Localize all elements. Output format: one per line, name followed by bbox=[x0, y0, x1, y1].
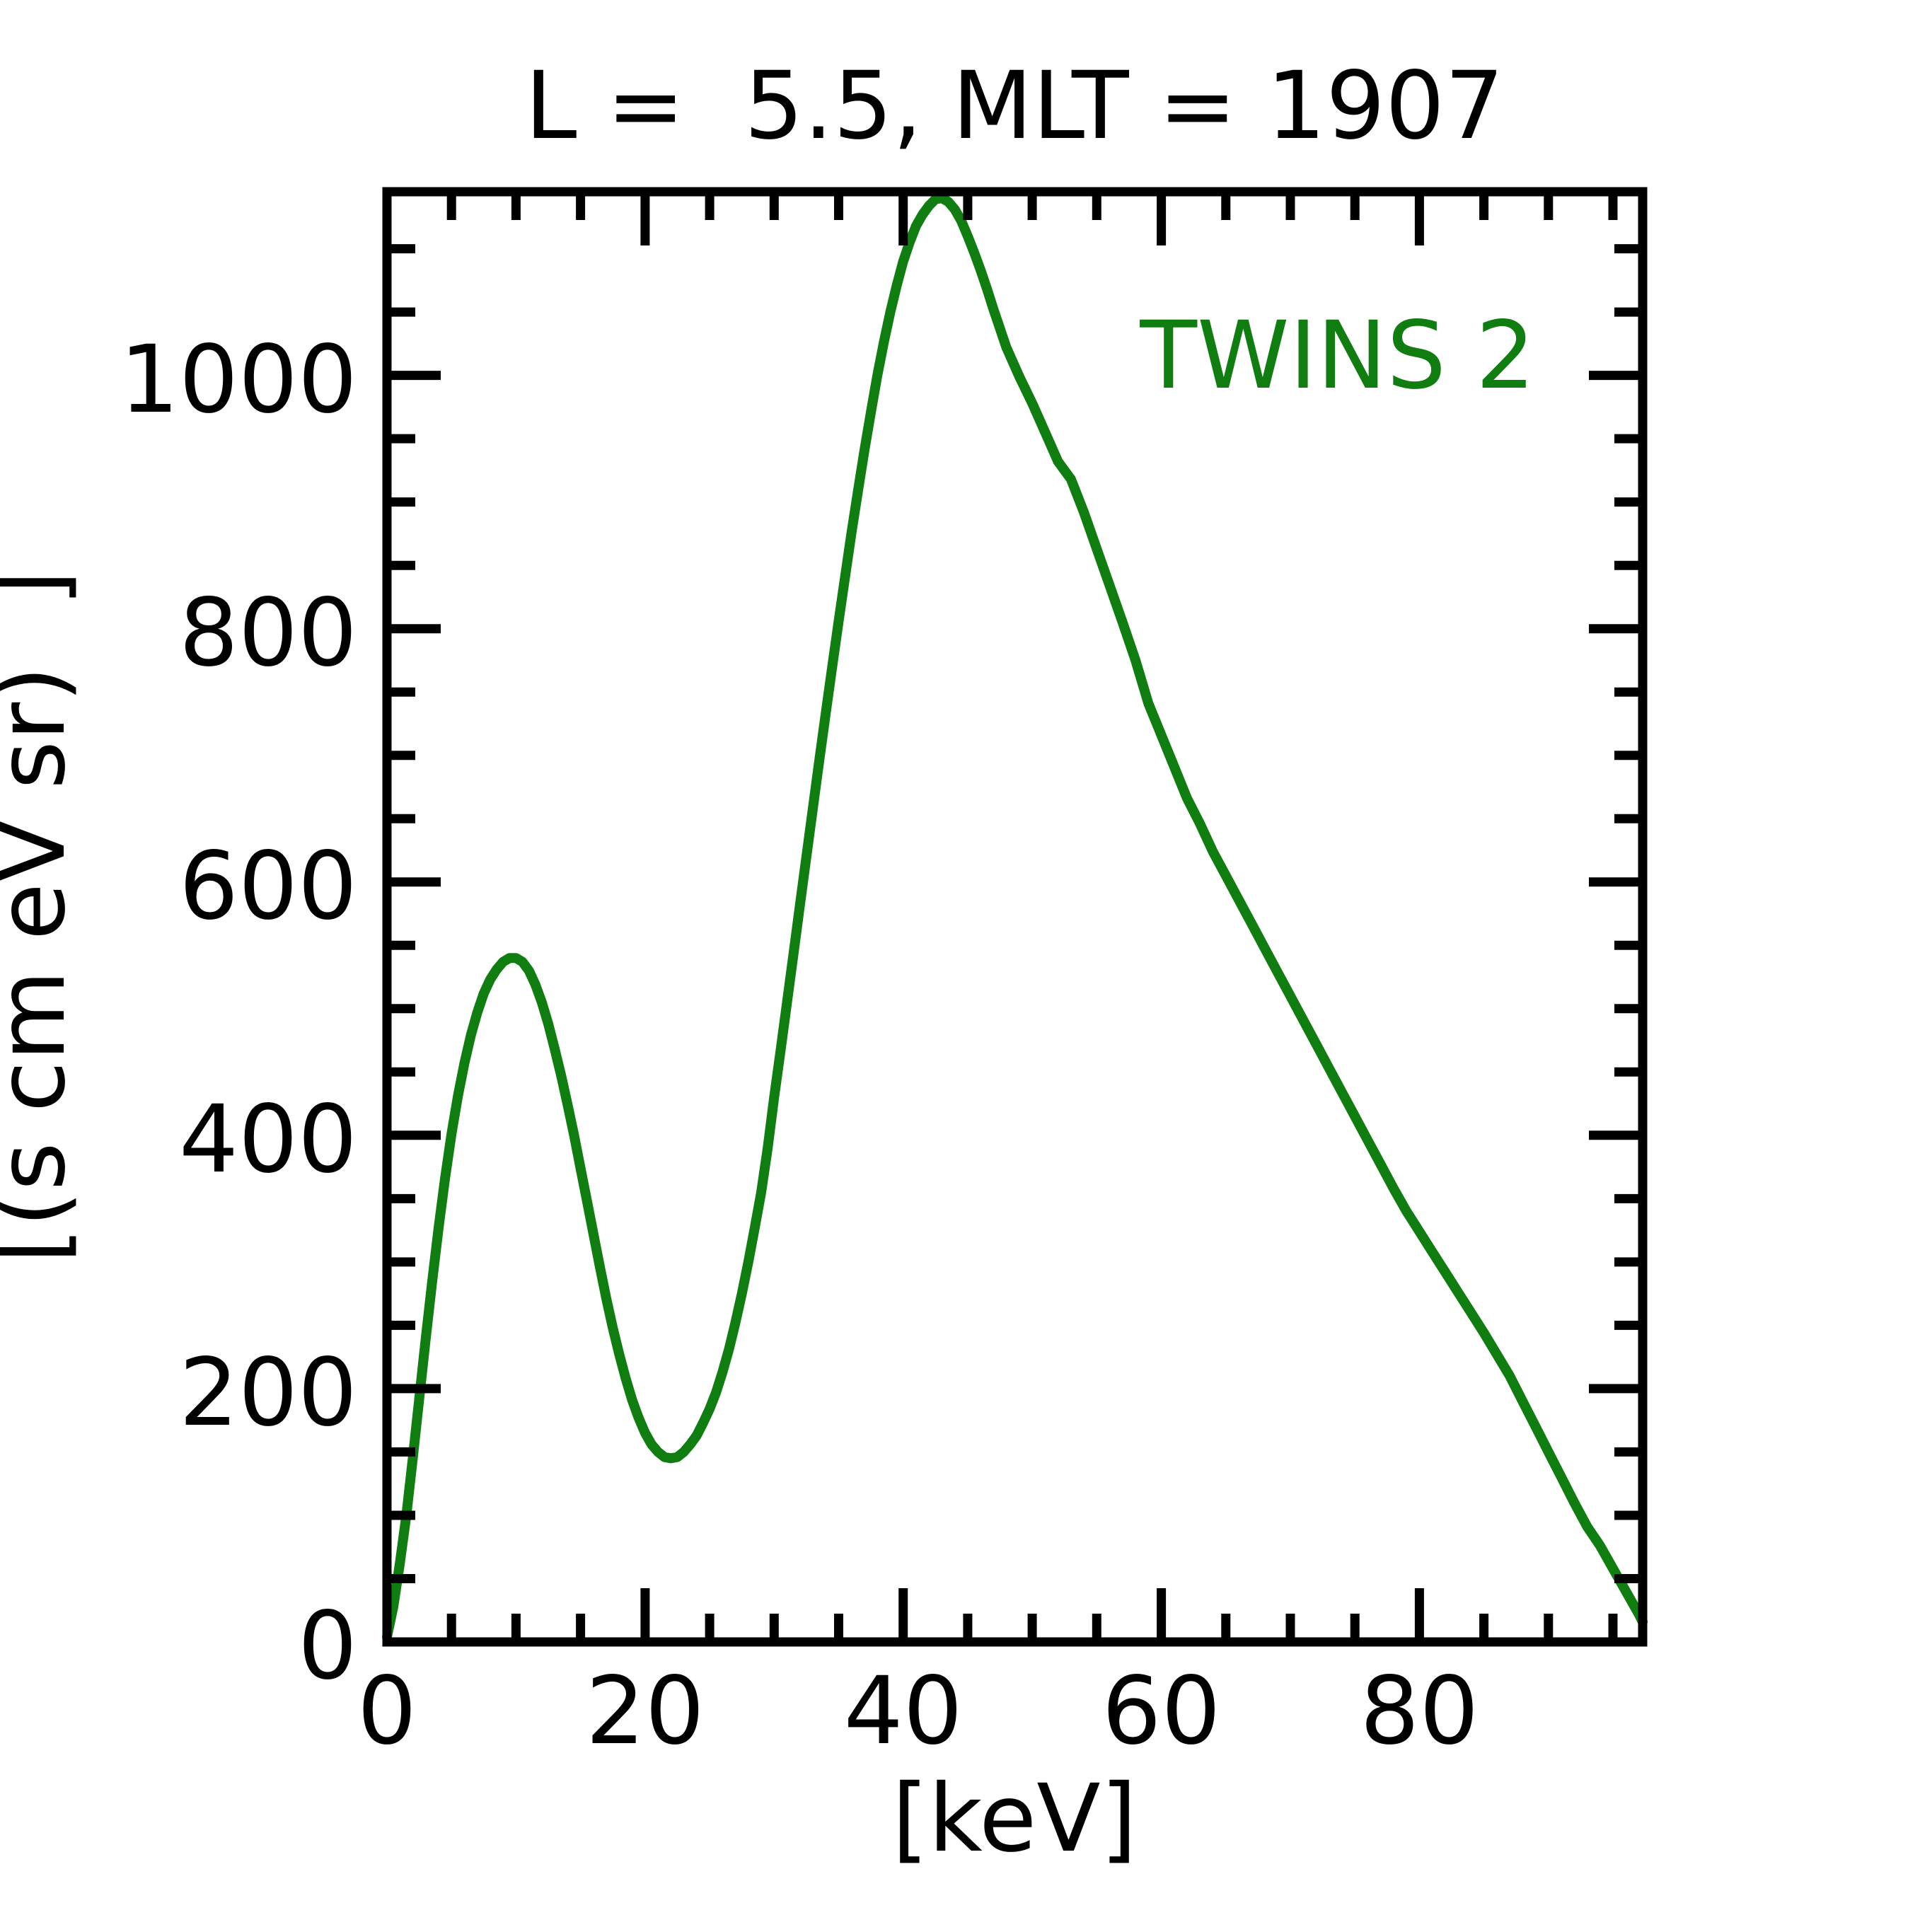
y-axis-label: [(s cm eV sr) ] bbox=[0, 570, 86, 1264]
y-tick-label: 600 bbox=[179, 831, 357, 941]
x-tick-label: 80 bbox=[1360, 1657, 1479, 1766]
legend-series-label: TWINS 2 bbox=[1140, 301, 1535, 410]
x-tick-label: 40 bbox=[843, 1657, 963, 1766]
y-tick-label: 0 bbox=[298, 1592, 357, 1701]
plot-frame bbox=[382, 187, 1648, 1647]
y-tick-label: 800 bbox=[179, 578, 357, 688]
y-tick-label: 1000 bbox=[120, 325, 357, 434]
y-tick-label: 400 bbox=[179, 1084, 357, 1194]
chart-title: L = 5.5, MLT = 1907 bbox=[524, 52, 1505, 161]
x-tick-label: 20 bbox=[585, 1657, 705, 1766]
x-axis-label: [keV] bbox=[891, 1764, 1138, 1873]
x-tick-label: 60 bbox=[1101, 1657, 1221, 1766]
data-curve bbox=[382, 193, 1648, 1642]
y-tick-label: 200 bbox=[179, 1338, 357, 1447]
x-tick-label: 0 bbox=[357, 1657, 417, 1766]
